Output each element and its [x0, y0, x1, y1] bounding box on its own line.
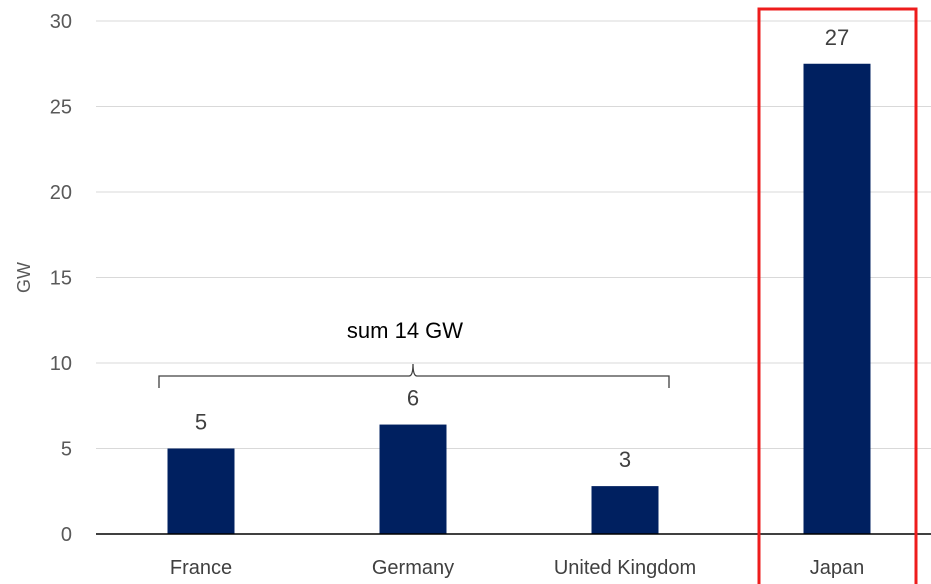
category-label: Japan [810, 557, 865, 579]
bars [167, 63, 871, 534]
bar-japan [803, 63, 871, 534]
x-axis-labels: France Germany United Kingdom Japan [170, 557, 864, 579]
sum-brace [158, 363, 670, 388]
y-tick-label: 15 [50, 268, 72, 290]
category-label: France [170, 557, 232, 579]
japan-highlight-box [757, 7, 918, 584]
y-tick-label: 30 [50, 11, 72, 33]
y-tick-label: 25 [50, 97, 72, 119]
data-label: 3 [619, 447, 631, 472]
bar-united-kingdom [591, 486, 659, 534]
category-label: Germany [372, 557, 454, 579]
data-labels: 5 6 3 27 [195, 25, 849, 472]
y-tick-label: 20 [50, 182, 72, 204]
y-axis-ticks: 0 5 10 15 20 25 30 [50, 11, 72, 546]
y-tick-label: 5 [61, 439, 72, 461]
gridlines [96, 20, 931, 449]
data-label: 5 [195, 410, 207, 435]
data-label: 6 [407, 386, 419, 411]
sum-annotation: sum 14 GW [347, 318, 463, 343]
category-label: United Kingdom [554, 557, 696, 579]
y-tick-label: 10 [50, 353, 72, 375]
y-tick-label: 0 [61, 524, 72, 546]
data-label: 27 [825, 25, 849, 50]
bar-germany [379, 424, 447, 534]
y-axis-title: GW [14, 262, 34, 293]
bar-france [167, 448, 235, 534]
